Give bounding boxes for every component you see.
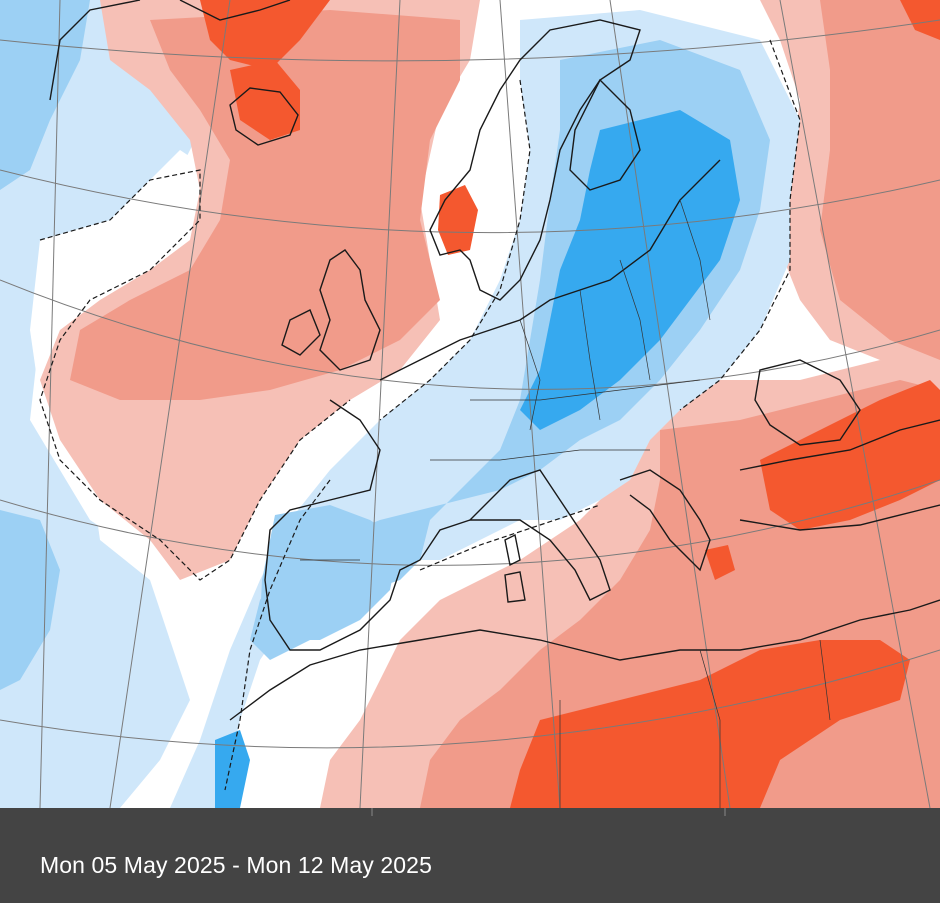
- warm-anomaly-atlantic-mid: [70, 10, 460, 400]
- cold-anomaly-atlantic-mid-south: [0, 510, 60, 690]
- cold-anomaly-iberia-strong: [215, 730, 250, 808]
- coastlines: [49, 0, 940, 721]
- anomaly-map[interactable]: [0, 0, 940, 808]
- scale-ticks: [371, 808, 726, 816]
- warm-anomaly-turkey-strong: [760, 380, 940, 530]
- date-range-label: Mon 05 May 2025 - Mon 12 May 2025: [40, 852, 432, 878]
- warm-anomaly-greece-strong: [705, 545, 735, 580]
- warm-anomaly-iceland-strong: [230, 60, 300, 140]
- cold-anomaly-europe-strong: [520, 110, 740, 430]
- warm-anomaly-arctic-strong: [900, 0, 940, 40]
- cold-anomaly-atlantic-mid: [0, 0, 90, 190]
- graticule: [0, 0, 940, 808]
- caption-bar: Mon 05 May 2025 - Mon 12 May 2025: [0, 808, 940, 903]
- cold-anomaly-iberia-mid: [260, 505, 400, 640]
- warm-anomaly-sahara-strong: [510, 640, 910, 808]
- map-canvas: [0, 0, 940, 808]
- warm-anomaly-norway-strong: [438, 185, 478, 255]
- country-borders: [300, 199, 831, 808]
- warm-anomaly-northeast-mid: [820, 0, 940, 360]
- zero-contours: [39, 39, 801, 791]
